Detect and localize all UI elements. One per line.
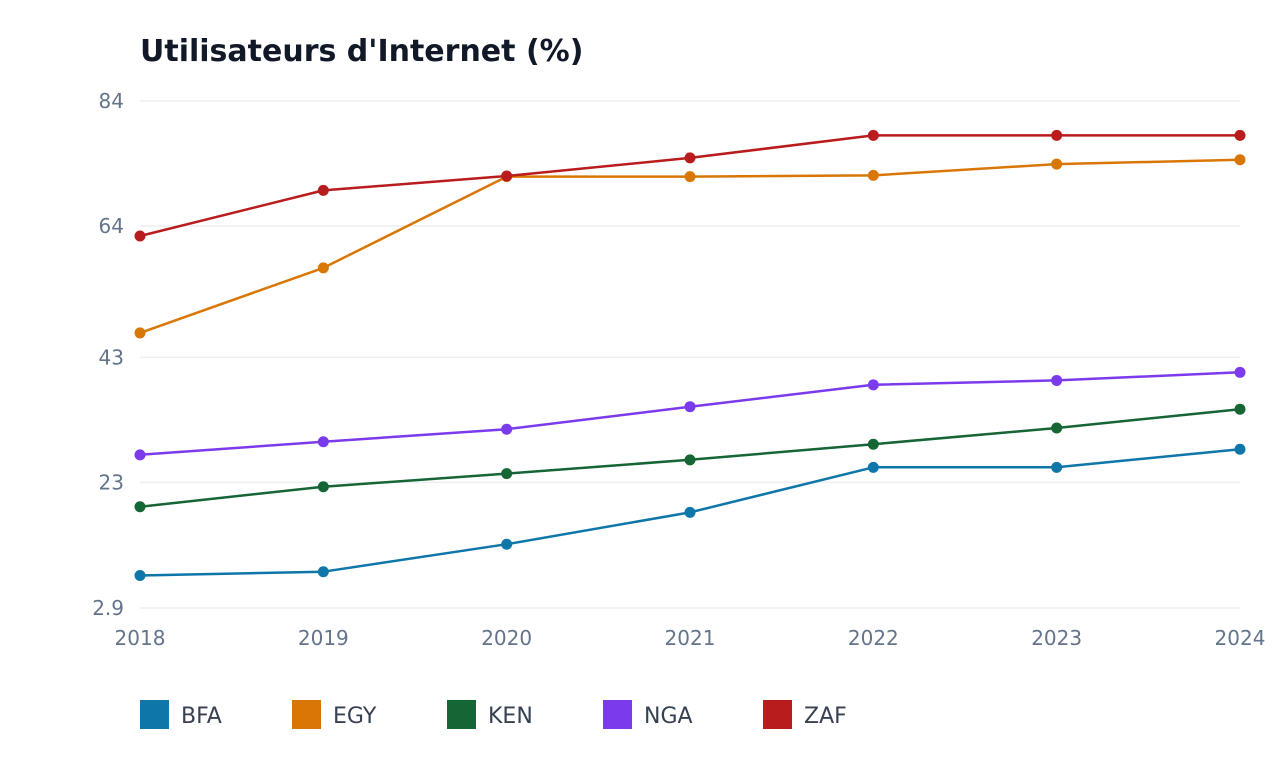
data-point-ken xyxy=(501,468,513,480)
chart-title: Utilisateurs d'Internet (%) xyxy=(140,34,583,69)
legend: BFA EGY KEN NGA ZAF xyxy=(140,700,847,729)
legend-swatch-ken xyxy=(447,700,476,729)
data-point-ken xyxy=(684,454,696,466)
data-point-nga xyxy=(1234,366,1246,378)
series-line-zaf xyxy=(138,134,1242,238)
x-tick-label: 2024 xyxy=(1215,626,1266,650)
x-tick-label: 2021 xyxy=(665,626,716,650)
legend-item-nga: NGA xyxy=(603,700,693,729)
legend-label-nga: NGA xyxy=(644,704,693,729)
data-point-zaf xyxy=(1234,129,1246,141)
legend-item-egy: EGY xyxy=(292,700,377,729)
y-tick-label: 2.9 xyxy=(92,596,124,620)
data-point-zaf xyxy=(501,170,513,182)
legend-label-zaf: ZAF xyxy=(804,704,847,729)
x-axis-ticks: 2018 2019 2020 2021 2022 2023 2024 xyxy=(115,626,1266,650)
legend-swatch-egy xyxy=(292,700,321,729)
x-tick-label: 2022 xyxy=(848,626,899,650)
data-point-zaf xyxy=(317,184,329,196)
series-line-egy xyxy=(138,158,1242,335)
legend-label-ken: KEN xyxy=(488,704,533,729)
data-point-zaf xyxy=(684,152,696,164)
legend-item-zaf: ZAF xyxy=(763,700,847,729)
data-point-ken xyxy=(1234,403,1246,415)
data-point-bfa xyxy=(317,566,329,578)
data-point-ken xyxy=(317,481,329,493)
y-tick-label: 23 xyxy=(99,470,124,494)
data-point-egy xyxy=(867,169,879,181)
data-point-ken xyxy=(1051,422,1063,434)
y-axis-ticks: 84 64 43 23 2.9 xyxy=(92,89,124,620)
data-point-ken xyxy=(134,501,146,513)
legend-swatch-zaf xyxy=(763,700,792,729)
y-tick-label: 64 xyxy=(99,214,124,238)
x-tick-label: 2023 xyxy=(1031,626,1082,650)
data-point-ken xyxy=(867,438,879,450)
data-point-nga xyxy=(317,436,329,448)
data-point-nga xyxy=(1051,374,1063,386)
data-point-egy xyxy=(1051,158,1063,170)
data-point-zaf xyxy=(867,129,879,141)
series-line-nga xyxy=(138,371,1242,457)
x-tick-label: 2018 xyxy=(115,626,166,650)
data-point-bfa xyxy=(1051,461,1063,473)
legend-item-bfa: BFA xyxy=(140,700,222,729)
data-point-egy xyxy=(134,327,146,339)
legend-swatch-bfa xyxy=(140,700,169,729)
legend-swatch-nga xyxy=(603,700,632,729)
series-lines xyxy=(134,129,1246,581)
y-tick-label: 43 xyxy=(99,345,124,369)
data-point-zaf xyxy=(1051,129,1063,141)
data-point-egy xyxy=(317,262,329,274)
x-tick-label: 2020 xyxy=(481,626,532,650)
data-point-nga xyxy=(684,401,696,413)
data-point-nga xyxy=(867,379,879,391)
data-point-bfa xyxy=(684,506,696,518)
x-tick-label: 2019 xyxy=(298,626,349,650)
legend-label-egy: EGY xyxy=(333,704,377,729)
data-point-bfa xyxy=(1234,443,1246,455)
data-point-bfa xyxy=(867,461,879,473)
data-point-nga xyxy=(501,423,513,435)
data-point-nga xyxy=(134,449,146,461)
data-point-egy xyxy=(1234,154,1246,166)
data-point-bfa xyxy=(134,569,146,581)
legend-label-bfa: BFA xyxy=(181,704,222,729)
legend-item-ken: KEN xyxy=(447,700,533,729)
data-point-zaf xyxy=(134,230,146,242)
y-tick-label: 84 xyxy=(99,89,124,113)
data-point-egy xyxy=(684,171,696,183)
data-point-bfa xyxy=(501,538,513,550)
